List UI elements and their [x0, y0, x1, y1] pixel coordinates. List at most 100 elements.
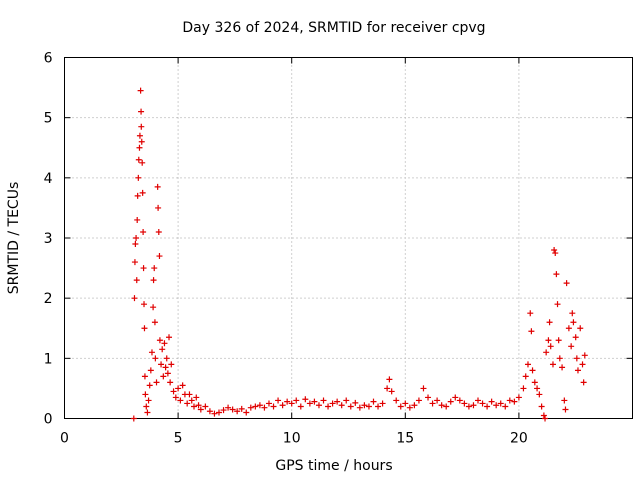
data-point: [542, 415, 549, 422]
data-point: [520, 385, 527, 392]
data-point: [443, 403, 450, 410]
data-point: [554, 301, 561, 308]
data-point: [151, 319, 158, 326]
data-point: [175, 385, 182, 392]
data-point: [563, 280, 570, 287]
axis-ticks: [64, 57, 633, 419]
x-tick-label: 20: [510, 431, 528, 447]
data-point: [158, 361, 165, 368]
data-point: [146, 382, 153, 389]
data-point: [138, 108, 145, 115]
data-point: [197, 406, 204, 413]
data-point: [527, 310, 534, 317]
data-point: [284, 398, 291, 405]
data-point: [138, 138, 145, 145]
data-point: [220, 407, 227, 414]
data-point: [573, 355, 580, 362]
data-point: [325, 403, 332, 410]
data-point: [148, 349, 155, 356]
data-point: [456, 397, 463, 404]
x-tick-label: 15: [396, 431, 414, 447]
data-point: [528, 328, 535, 335]
data-point: [343, 397, 350, 404]
data-point: [150, 277, 157, 284]
data-point: [529, 367, 536, 374]
data-point: [546, 319, 553, 326]
data-point: [211, 410, 218, 417]
data-point: [365, 403, 372, 410]
data-point: [130, 415, 137, 422]
data-point: [150, 304, 157, 311]
data-point: [177, 397, 184, 404]
data-point: [179, 382, 186, 389]
data-point: [577, 325, 584, 332]
data-point: [162, 364, 169, 371]
data-point: [275, 397, 282, 404]
data-point: [547, 343, 554, 350]
data-point: [329, 400, 336, 407]
data-point: [579, 361, 586, 368]
data-point: [386, 376, 393, 383]
data-point: [375, 403, 382, 410]
data-point: [561, 397, 568, 404]
data-point: [144, 409, 151, 416]
data-point: [549, 361, 556, 368]
data-point: [461, 400, 468, 407]
data-point: [139, 189, 146, 196]
data-point: [252, 403, 259, 410]
data-point: [493, 402, 500, 409]
data-point: [347, 403, 354, 410]
data-point: [552, 250, 559, 257]
data-point: [145, 397, 152, 404]
data-point: [172, 394, 179, 401]
data-point: [142, 391, 149, 398]
data-point: [393, 397, 400, 404]
data-point: [136, 144, 143, 151]
data-point: [315, 402, 322, 409]
data-point: [551, 247, 558, 254]
data-point: [522, 373, 529, 380]
data-point: [388, 388, 395, 395]
data-point: [225, 404, 232, 411]
data-point: [164, 370, 171, 377]
data-point: [166, 334, 173, 341]
data-point: [515, 394, 522, 401]
data-point: [534, 385, 541, 392]
data-point: [261, 404, 268, 411]
grid-lines: [64, 57, 633, 419]
data-point: [531, 379, 538, 386]
data-point: [415, 397, 422, 404]
data-point: [311, 398, 318, 405]
data-point: [206, 408, 213, 415]
data-point: [320, 397, 327, 404]
data-point: [559, 364, 566, 371]
y-tick-label: 5: [44, 111, 53, 127]
data-point: [497, 400, 504, 407]
data-point: [140, 265, 147, 272]
data-point: [147, 367, 154, 374]
data-point: [574, 367, 581, 374]
data-point: [555, 337, 562, 344]
data-point: [565, 325, 572, 332]
data-point: [139, 159, 146, 166]
data-point: [131, 295, 138, 302]
y-axis-label: SRMTID / TECUs: [6, 182, 22, 295]
data-point: [247, 404, 254, 411]
data-point: [352, 399, 359, 406]
data-point: [484, 403, 491, 410]
x-tick-label: 5: [174, 431, 183, 447]
data-point: [154, 183, 161, 190]
data-point: [511, 398, 518, 405]
data-point: [153, 379, 160, 386]
data-point: [133, 277, 140, 284]
data-point: [568, 343, 575, 350]
data-point: [188, 397, 195, 404]
data-point: [152, 355, 159, 362]
data-point: [406, 404, 413, 411]
data-point: [229, 406, 236, 413]
data-point: [159, 346, 166, 353]
data-point: [540, 412, 547, 419]
data-point: [135, 156, 142, 163]
data-point: [562, 406, 569, 413]
data-point: [538, 403, 545, 410]
